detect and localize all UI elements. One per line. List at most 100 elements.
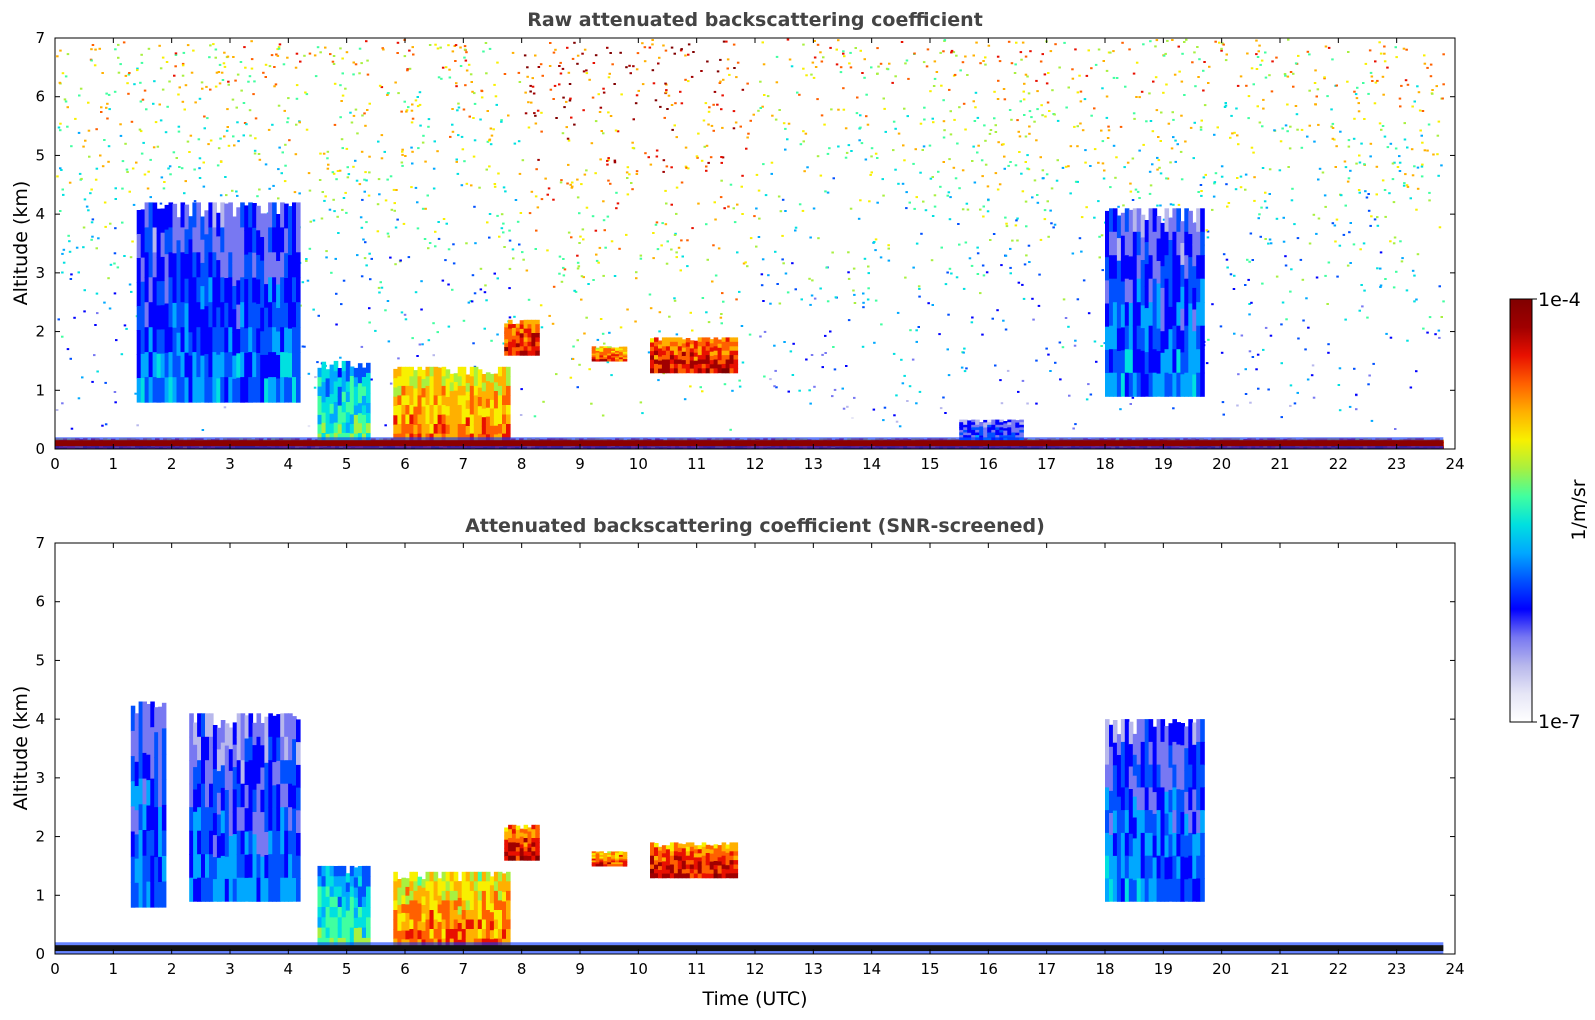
noise-pixel	[533, 415, 537, 418]
noise-pixel	[722, 300, 725, 303]
noise-pixel	[759, 107, 762, 109]
noise-pixel	[1342, 233, 1346, 236]
noise-pixel	[1317, 178, 1320, 181]
noise-pixel	[1178, 70, 1181, 73]
noise-pixel	[846, 405, 849, 408]
noise-pixel	[253, 80, 256, 83]
noise-pixel	[436, 150, 439, 153]
noise-pixel	[432, 167, 436, 170]
noise-pixel	[1318, 167, 1322, 170]
noise-pixel	[140, 53, 143, 56]
noise-pixel	[455, 82, 458, 85]
noise-pixel	[994, 172, 998, 175]
noise-pixel	[761, 41, 764, 44]
noise-pixel	[231, 98, 235, 101]
noise-pixel	[848, 62, 851, 65]
noise-pixel	[602, 87, 605, 90]
noise-pixel	[734, 121, 738, 124]
noise-pixel	[128, 72, 131, 74]
noise-pixel	[1020, 172, 1023, 175]
noise-pixel	[1090, 114, 1093, 117]
noise-pixel	[580, 275, 584, 278]
noise-pixel	[333, 210, 336, 213]
noise-pixel	[675, 256, 678, 259]
noise-pixel	[1199, 184, 1203, 186]
noise-pixel	[1348, 231, 1351, 234]
noise-pixel	[1229, 273, 1233, 276]
noise-pixel	[363, 190, 366, 193]
noise-pixel	[164, 131, 168, 134]
noise-pixel	[942, 50, 945, 53]
noise-pixel	[1292, 72, 1295, 75]
noise-pixel	[128, 283, 132, 286]
noise-pixel	[113, 262, 116, 265]
noise-pixel	[567, 163, 570, 166]
noise-pixel	[160, 176, 164, 179]
noise-pixel	[915, 242, 919, 245]
noise-pixel	[472, 117, 475, 119]
noise-pixel	[1138, 96, 1141, 99]
noise-pixel	[1305, 297, 1308, 300]
noise-pixel	[1136, 190, 1140, 193]
noise-pixel	[993, 117, 996, 120]
noise-pixel	[1171, 39, 1174, 41]
noise-pixel	[1172, 136, 1175, 139]
noise-pixel	[711, 280, 714, 283]
noise-pixel	[172, 151, 176, 154]
noise-pixel	[781, 234, 784, 237]
noise-pixel	[608, 72, 611, 75]
noise-pixel	[733, 67, 736, 69]
noise-pixel	[380, 86, 384, 89]
noise-pixel	[1017, 130, 1020, 133]
noise-pixel	[521, 159, 525, 162]
noise-pixel	[1169, 161, 1172, 164]
noise-pixel	[1123, 166, 1126, 169]
noise-pixel	[500, 227, 504, 230]
noise-pixel	[140, 61, 144, 64]
noise-pixel	[702, 119, 706, 122]
noise-pixel	[639, 401, 643, 404]
noise-pixel	[1401, 257, 1404, 260]
noise-pixel	[1071, 77, 1075, 80]
noise-pixel	[837, 145, 840, 148]
noise-pixel	[939, 51, 942, 54]
noise-pixel	[526, 66, 529, 69]
noise-pixel	[1375, 193, 1378, 196]
noise-pixel	[410, 146, 413, 149]
noise-pixel	[248, 75, 252, 78]
noise-pixel	[284, 143, 287, 146]
noise-pixel	[799, 143, 803, 146]
noise-pixel	[735, 76, 738, 79]
noise-pixel	[585, 206, 589, 209]
noise-pixel	[223, 65, 227, 68]
noise-pixel	[958, 106, 961, 109]
noise-pixel	[1213, 182, 1216, 185]
noise-pixel	[1428, 191, 1431, 194]
noise-pixel	[759, 335, 762, 338]
noise-pixel	[1311, 364, 1315, 367]
noise-pixel	[1249, 401, 1252, 404]
noise-pixel	[465, 51, 468, 54]
noise-pixel	[1076, 298, 1080, 301]
noise-pixel	[850, 150, 853, 152]
noise-pixel	[1281, 301, 1285, 304]
noise-pixel	[1225, 53, 1228, 56]
noise-pixel	[1043, 218, 1047, 221]
noise-pixel	[66, 348, 70, 351]
noise-pixel	[283, 109, 286, 112]
noise-pixel	[411, 46, 414, 49]
noise-pixel	[1379, 284, 1383, 287]
noise-pixel	[276, 48, 279, 51]
noise-pixel	[344, 191, 347, 194]
noise-pixel	[558, 83, 561, 86]
noise-pixel	[576, 54, 580, 57]
noise-pixel	[964, 128, 967, 131]
noise-pixel	[441, 66, 445, 69]
noise-pixel	[1026, 154, 1029, 157]
noise-pixel	[962, 102, 966, 105]
noise-pixel	[942, 99, 945, 102]
noise-pixel	[1049, 370, 1052, 372]
noise-pixel	[808, 389, 811, 392]
noise-pixel	[312, 308, 315, 311]
